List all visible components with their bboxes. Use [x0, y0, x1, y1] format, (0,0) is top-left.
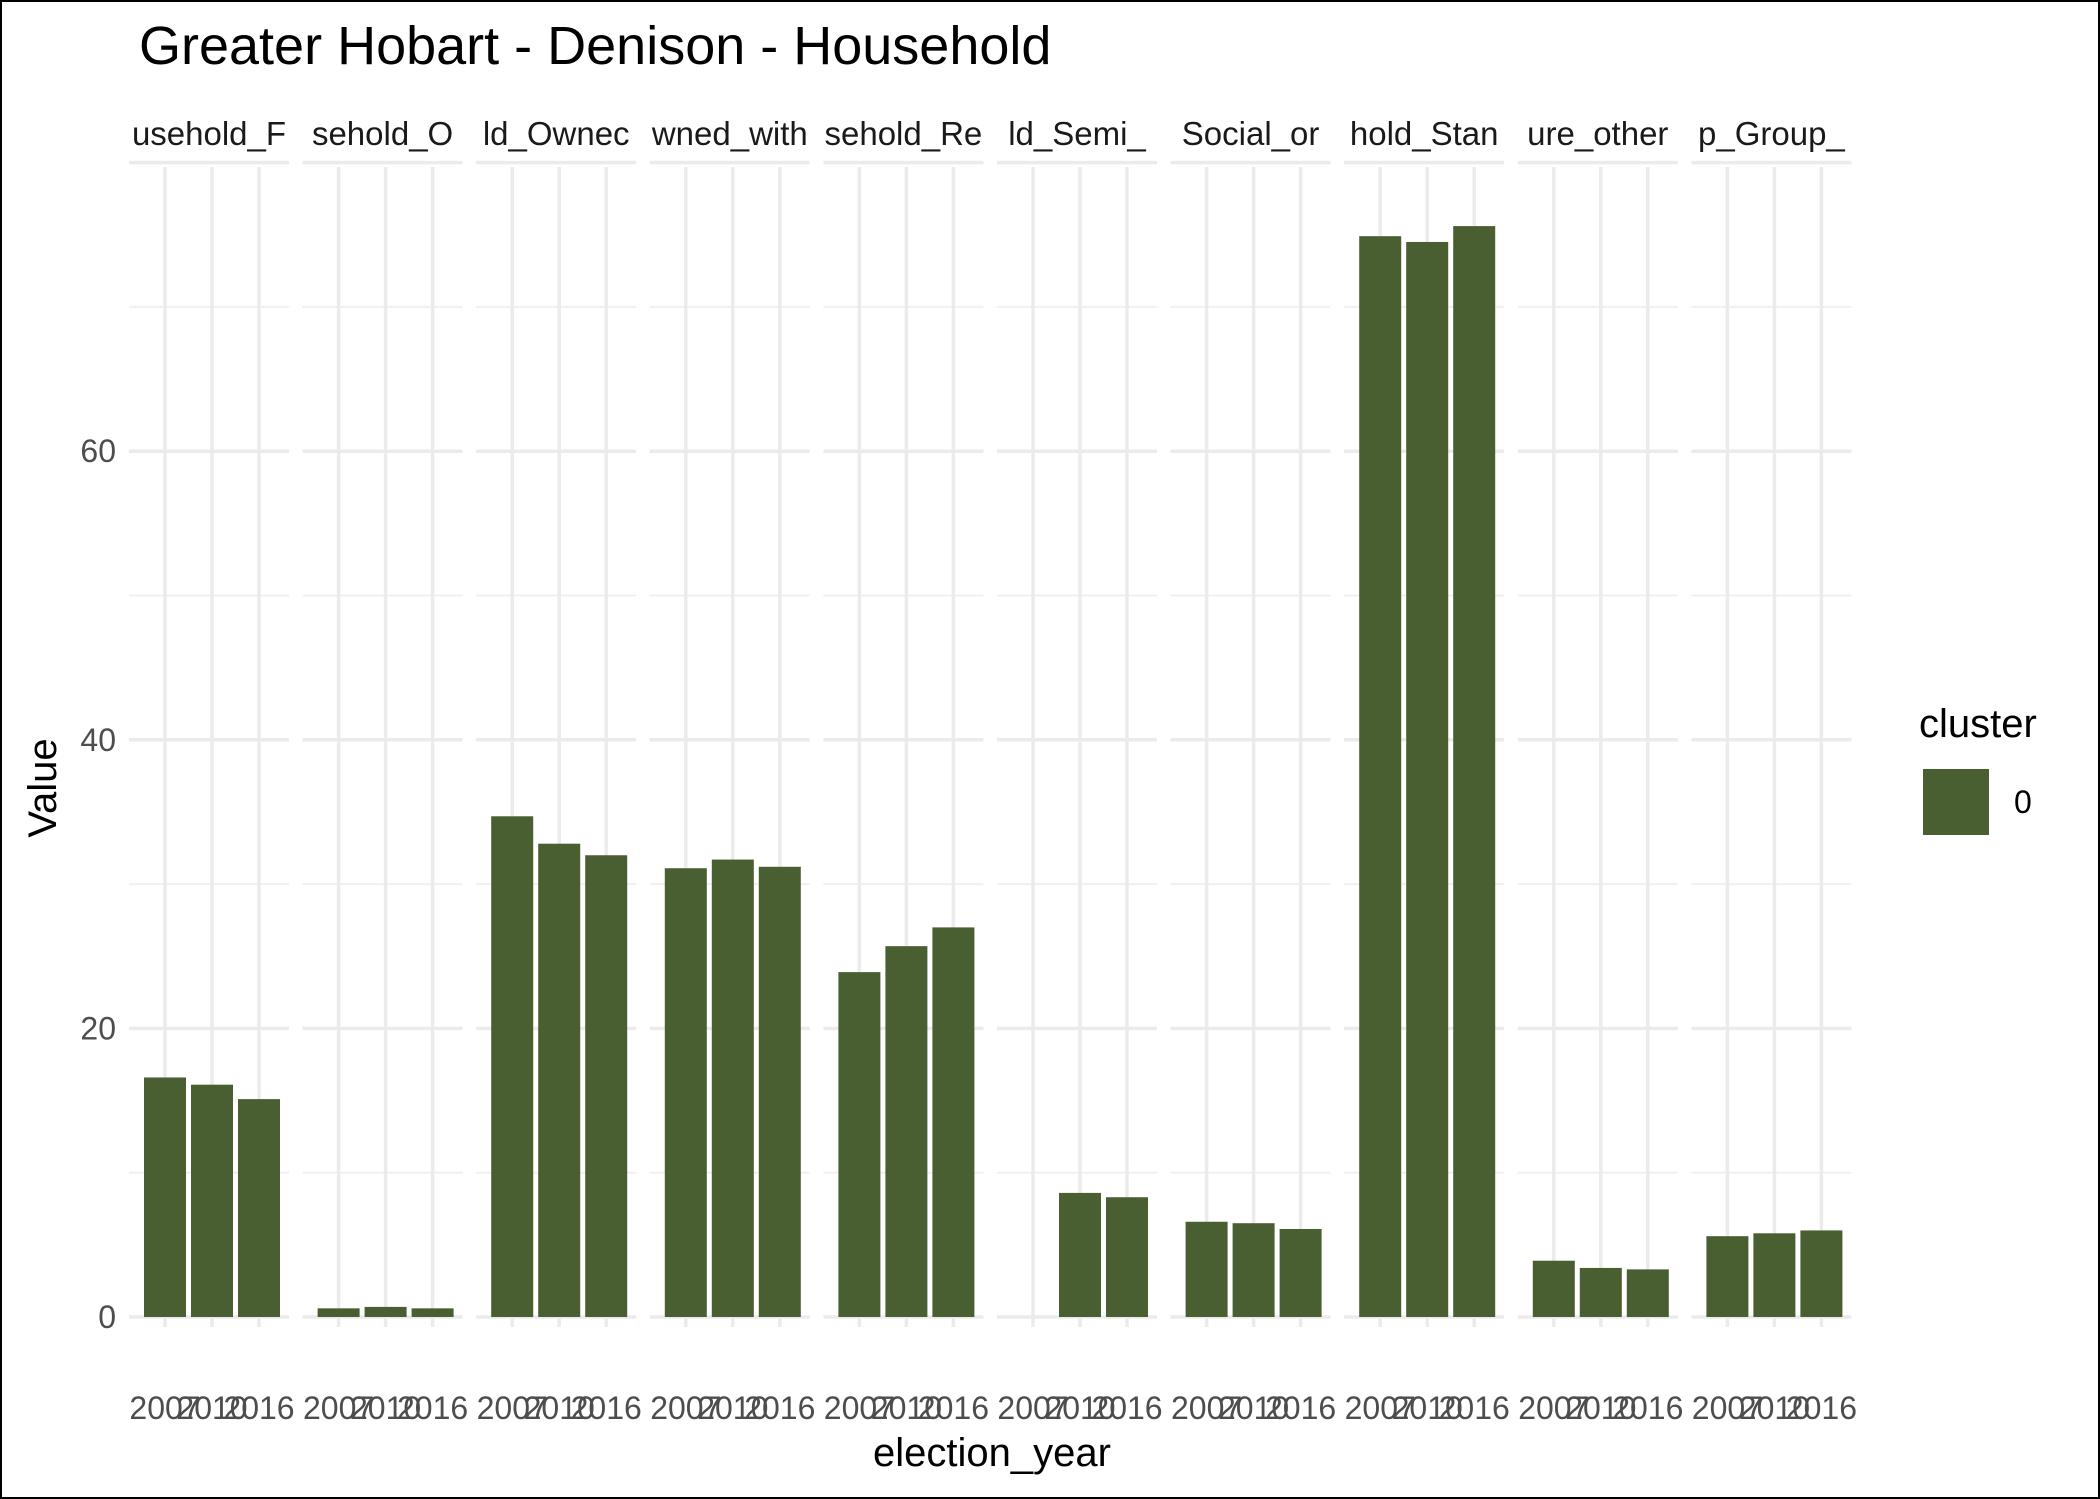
y-tick-label: 60 [80, 433, 116, 469]
bar [1706, 1236, 1749, 1317]
x-tick-label: 2016 [1612, 1390, 1683, 1426]
bar [1059, 1192, 1101, 1317]
y-tick-label: 0 [98, 1299, 116, 1335]
bar [1579, 1267, 1622, 1317]
legend-label-0: 0 [2014, 784, 2032, 820]
bar [1406, 241, 1449, 1318]
bar [585, 855, 628, 1317]
y-tick-label: 20 [80, 1010, 116, 1046]
bar [1185, 1221, 1228, 1317]
bar [364, 1306, 407, 1317]
legend-key-0 [1923, 769, 1989, 835]
bar [1532, 1260, 1575, 1317]
facet-strip-label: ure_other [1527, 115, 1668, 152]
bar [1359, 236, 1402, 1317]
bar [144, 1077, 186, 1317]
x-axis-title: election_year [873, 1431, 1111, 1475]
facet-panels: usehold_F200720102016sehold_O20072010201… [129, 115, 1857, 1426]
legend-title: cluster [1919, 702, 2037, 746]
x-tick-label: 2016 [571, 1390, 642, 1426]
facet-strip-label: usehold_F [132, 115, 286, 152]
x-tick-label: 2016 [397, 1390, 468, 1426]
bar [317, 1308, 360, 1317]
x-tick-label: 2016 [1439, 1390, 1510, 1426]
facet-strip-label: ld_Semi_ [1008, 115, 1146, 152]
bar [1800, 1230, 1843, 1317]
x-tick-label: 2010 [350, 1390, 421, 1426]
x-tick-label: 2010 [1392, 1390, 1463, 1426]
x-tick-label: 2010 [1565, 1390, 1636, 1426]
x-tick-label: 2007 [477, 1390, 548, 1426]
bar [758, 866, 801, 1317]
bar [238, 1099, 280, 1317]
y-tick-label: 40 [80, 722, 116, 758]
facet-strip-label: ld_Ownec [483, 115, 630, 152]
bar [191, 1084, 233, 1317]
x-tick-label: 2016 [918, 1390, 989, 1426]
bar [491, 816, 534, 1317]
facet-strip-label: Social_or [1182, 115, 1320, 152]
x-tick-label: 2010 [1218, 1390, 1289, 1426]
x-tick-label: 2010 [176, 1390, 247, 1426]
bar [538, 843, 581, 1317]
x-tick-label: 2016 [1786, 1390, 1857, 1426]
bar [932, 927, 975, 1317]
x-tick-label: 2016 [1091, 1390, 1162, 1426]
x-tick-label: 2010 [697, 1390, 768, 1426]
facet-strip-label: sehold_O [312, 115, 453, 152]
bar [411, 1308, 454, 1317]
x-tick-label: 2007 [1345, 1390, 1416, 1426]
facet-strip-label: wned_with [651, 115, 808, 152]
bar [1626, 1269, 1669, 1317]
bar [1753, 1233, 1796, 1317]
x-tick-label: 2007 [650, 1390, 721, 1426]
y-axis-title: Value [21, 738, 65, 837]
facet-strip-label: sehold_Re [825, 115, 983, 152]
bar [1232, 1223, 1275, 1317]
x-tick-label: 2010 [871, 1390, 942, 1426]
bar [838, 972, 881, 1317]
x-tick-label: 2007 [1692, 1390, 1763, 1426]
x-tick-label: 2010 [1044, 1390, 1115, 1426]
chart-title: Greater Hobart - Denison - Household [139, 16, 1051, 76]
x-tick-label: 2010 [1739, 1390, 1810, 1426]
x-tick-label: 2010 [524, 1390, 595, 1426]
bar [1106, 1197, 1148, 1317]
x-tick-label: 2007 [824, 1390, 895, 1426]
x-tick-label: 2016 [223, 1390, 294, 1426]
facet-strip-label: hold_Stan [1350, 115, 1499, 152]
x-tick-label: 2007 [997, 1390, 1068, 1426]
x-tick-label: 2016 [1265, 1390, 1336, 1426]
x-tick-label: 2007 [1518, 1390, 1589, 1426]
x-tick-label: 2016 [744, 1390, 815, 1426]
legend: cluster 0 [1919, 702, 2037, 835]
facet-strip-label: p_Group_ [1698, 115, 1845, 152]
bar [664, 868, 707, 1317]
bar [1453, 226, 1496, 1317]
bar [1279, 1228, 1322, 1317]
x-tick-label: 2007 [1171, 1390, 1242, 1426]
bar [711, 859, 754, 1317]
x-tick-label: 2007 [303, 1390, 374, 1426]
x-tick-label: 2007 [129, 1390, 200, 1426]
bar [885, 946, 928, 1317]
